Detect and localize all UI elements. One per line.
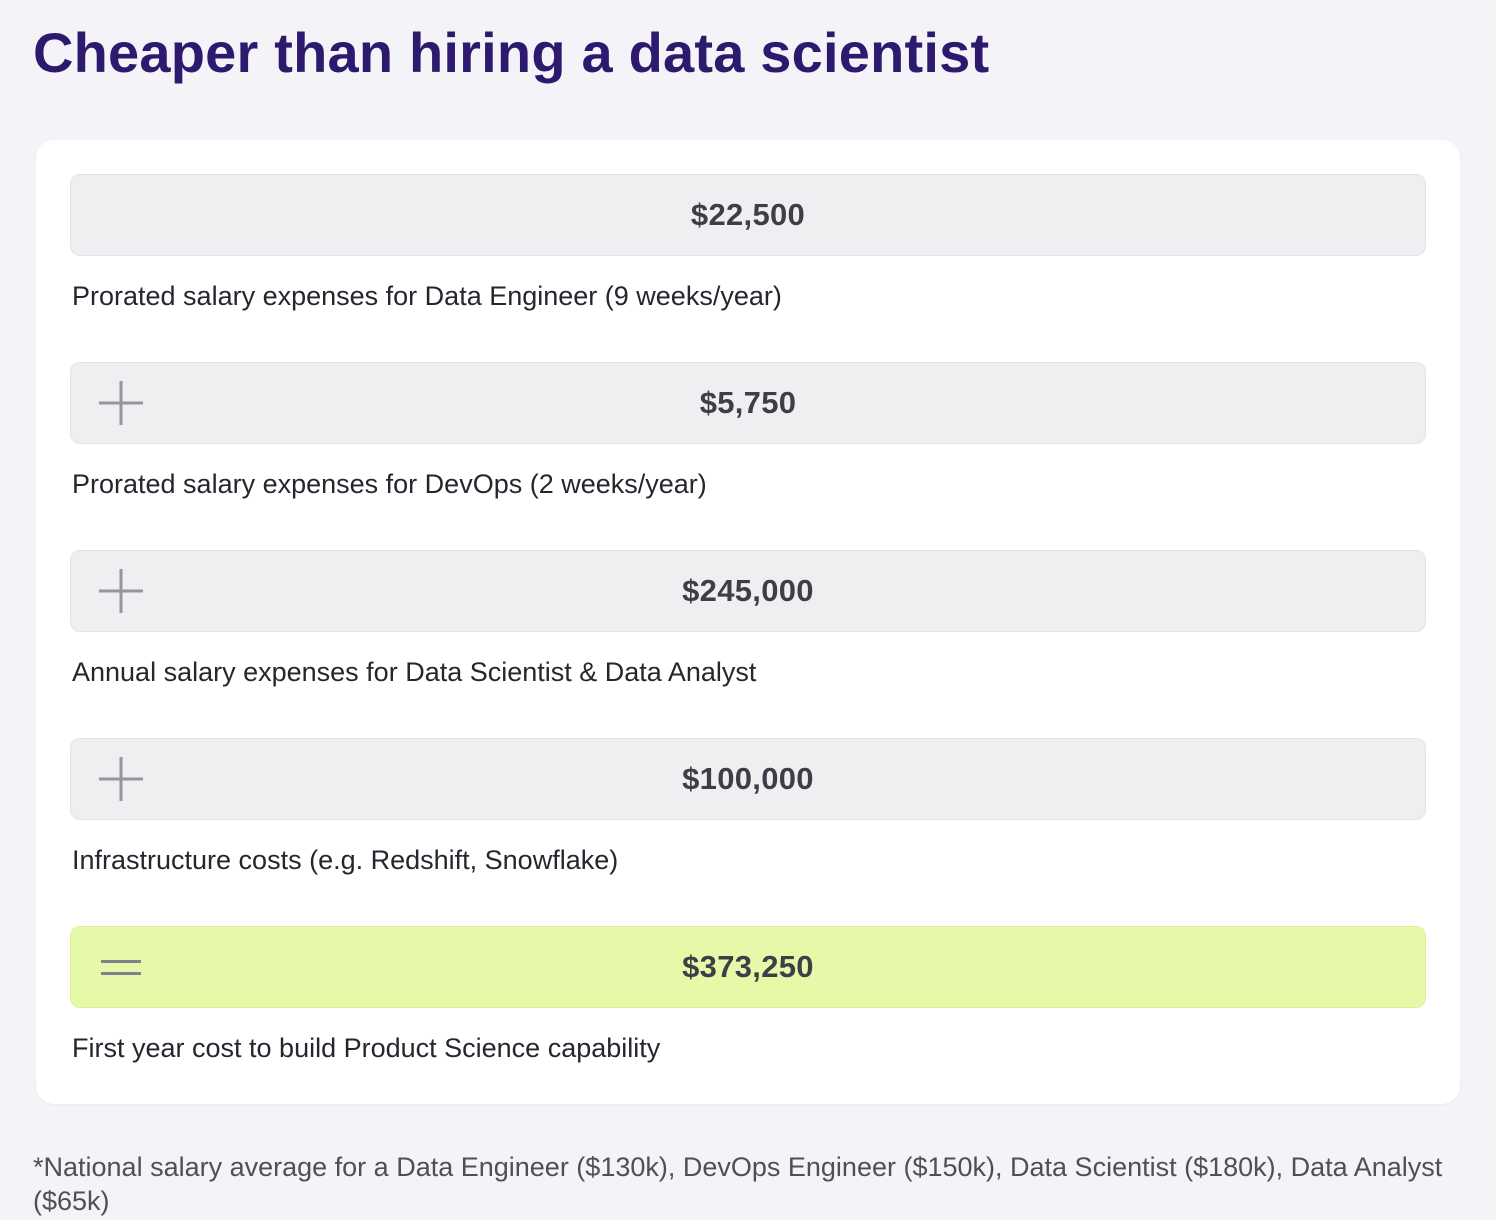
cost-label: Infrastructure costs (e.g. Redshift, Sno… xyxy=(72,845,619,875)
total-value: $373,250 xyxy=(682,949,814,984)
cost-value: $245,000 xyxy=(682,573,814,608)
cost-value: $100,000 xyxy=(682,761,814,796)
cost-row: $245,000 Annual salary expenses for Data… xyxy=(70,550,1426,688)
plus-icon xyxy=(99,569,143,613)
plus-icon xyxy=(99,381,143,425)
total-bar: $373,250 xyxy=(70,926,1426,1008)
equals-icon xyxy=(99,945,143,989)
total-row: $373,250 First year cost to build Produc… xyxy=(70,926,1426,1064)
cost-row: $100,000 Infrastructure costs (e.g. Reds… xyxy=(70,738,1426,876)
cost-value: $5,750 xyxy=(699,385,797,420)
cost-row: $22,500 Prorated salary expenses for Dat… xyxy=(70,174,1426,312)
cost-value: $22,500 xyxy=(690,197,806,232)
total-label: First year cost to build Product Science… xyxy=(72,1033,661,1063)
cost-bar: $22,500 xyxy=(70,174,1426,256)
cost-label: Prorated salary expenses for Data Engine… xyxy=(72,281,782,311)
cost-bar: $245,000 xyxy=(70,550,1426,632)
cost-breakdown-card: $22,500 Prorated salary expenses for Dat… xyxy=(36,140,1460,1104)
cost-label: Annual salary expenses for Data Scientis… xyxy=(72,657,757,687)
cost-bar: $5,750 xyxy=(70,362,1426,444)
plus-icon xyxy=(99,757,143,801)
page-title: Cheaper than hiring a data scientist xyxy=(33,21,990,84)
cost-label: Prorated salary expenses for DevOps (2 w… xyxy=(72,469,707,499)
cost-row: $5,750 Prorated salary expenses for DevO… xyxy=(70,362,1426,500)
cost-bar: $100,000 xyxy=(70,738,1426,820)
footnote: *National salary average for a Data Engi… xyxy=(33,1152,1443,1216)
